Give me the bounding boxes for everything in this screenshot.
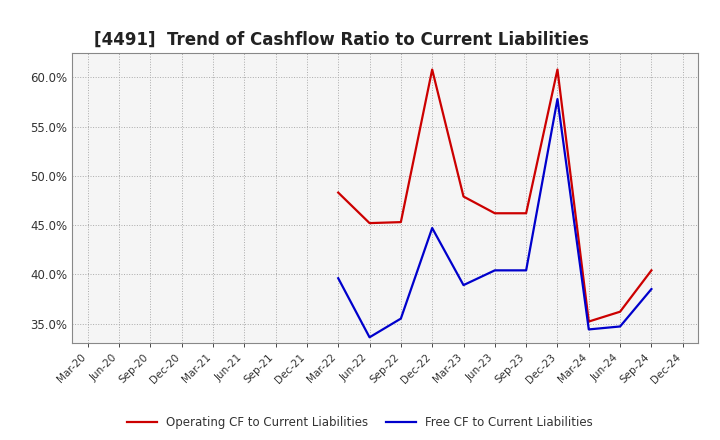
Operating CF to Current Liabilities bbox=[428, 67, 436, 72]
Free CF to Current Liabilities bbox=[334, 275, 343, 281]
Operating CF to Current Liabilities bbox=[490, 211, 499, 216]
Operating CF to Current Liabilities bbox=[522, 211, 531, 216]
Operating CF to Current Liabilities bbox=[459, 194, 468, 199]
Text: [4491]  Trend of Cashflow Ratio to Current Liabilities: [4491] Trend of Cashflow Ratio to Curren… bbox=[94, 31, 588, 49]
Operating CF to Current Liabilities bbox=[647, 268, 656, 273]
Operating CF to Current Liabilities bbox=[397, 220, 405, 225]
Free CF to Current Liabilities bbox=[553, 96, 562, 102]
Operating CF to Current Liabilities bbox=[365, 220, 374, 226]
Free CF to Current Liabilities bbox=[522, 268, 531, 273]
Line: Operating CF to Current Liabilities: Operating CF to Current Liabilities bbox=[338, 70, 652, 322]
Operating CF to Current Liabilities bbox=[616, 309, 624, 314]
Operating CF to Current Liabilities bbox=[334, 190, 343, 195]
Free CF to Current Liabilities bbox=[616, 324, 624, 329]
Free CF to Current Liabilities bbox=[397, 316, 405, 321]
Free CF to Current Liabilities bbox=[365, 335, 374, 340]
Free CF to Current Liabilities bbox=[459, 282, 468, 288]
Legend: Operating CF to Current Liabilities, Free CF to Current Liabilities: Operating CF to Current Liabilities, Fre… bbox=[122, 412, 598, 434]
Free CF to Current Liabilities bbox=[490, 268, 499, 273]
Line: Free CF to Current Liabilities: Free CF to Current Liabilities bbox=[338, 99, 652, 337]
Free CF to Current Liabilities bbox=[585, 327, 593, 332]
Operating CF to Current Liabilities bbox=[585, 319, 593, 324]
Operating CF to Current Liabilities bbox=[553, 67, 562, 72]
Free CF to Current Liabilities bbox=[428, 225, 436, 231]
Free CF to Current Liabilities bbox=[647, 286, 656, 292]
